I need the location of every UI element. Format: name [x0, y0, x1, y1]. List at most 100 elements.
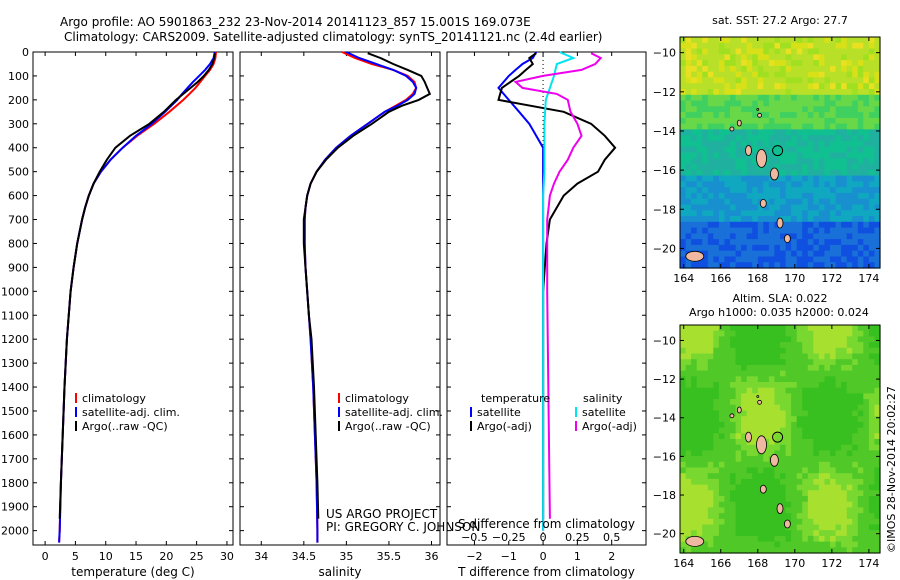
sla_map-cell [685, 393, 692, 400]
sla_map-cell [724, 473, 731, 480]
sla_map-cell [857, 410, 864, 417]
sst_map-cell [724, 94, 731, 102]
sla_map-cell [746, 393, 753, 400]
sst_map-cell [868, 221, 876, 229]
island-shape [756, 435, 767, 455]
sla_map-cell [863, 427, 870, 434]
sst_map-cell [691, 112, 698, 119]
sst_map-cell [857, 89, 864, 96]
sst_map-cell [824, 60, 831, 67]
sst_map-cell [785, 89, 792, 96]
sla_map-cell [852, 473, 859, 480]
sla_map-cell [763, 399, 770, 406]
sla_map-cell [730, 325, 737, 332]
sst_map-cell [696, 65, 703, 73]
sla_map-cell [818, 439, 826, 446]
sla_map-cell [824, 399, 831, 406]
sst_map-cell [702, 210, 709, 217]
sla_map-cell [874, 421, 881, 429]
sst_map-cell [724, 244, 731, 252]
sst_map-cell [830, 262, 837, 269]
sst_map-cell [780, 175, 787, 182]
sla_map-cell [785, 382, 792, 389]
difference-xtick-label: −2 [466, 550, 482, 563]
sst_map-cell [852, 256, 859, 263]
sst_map-cell [835, 117, 842, 125]
sst_map-cell [874, 210, 881, 217]
sla_map-cell [863, 370, 870, 377]
sla_map-cell [735, 342, 742, 349]
sst_map-cell [746, 89, 753, 96]
series-line-temperature-satellite [497, 51, 545, 531]
sst_map-cell [830, 112, 837, 119]
sst_map-cell [791, 227, 798, 234]
sst_map-cell [835, 146, 842, 154]
sst_map-cell [718, 175, 726, 182]
sst_map-cell [863, 48, 870, 55]
sla_map-cell [852, 513, 859, 520]
sla_map-cell [713, 416, 720, 423]
sst_map-cell [868, 135, 876, 142]
sla_map-cell [741, 501, 748, 508]
sst_map-cell [774, 123, 781, 130]
sst_map-cell [696, 216, 703, 223]
sla_map-cell [785, 336, 792, 343]
sst_map-cell [830, 42, 837, 50]
sst_map-cell [796, 83, 803, 90]
sla_map-cell [807, 467, 814, 474]
sst_map-cell [718, 250, 726, 258]
sla_map-cell [741, 473, 748, 480]
sla_map-cell [713, 478, 720, 486]
sla_map-cell [685, 433, 692, 440]
sla_map-cell [685, 382, 692, 389]
sla_map-cell [846, 382, 853, 389]
sla_map-cell [707, 518, 714, 526]
sst_map-cell [791, 37, 798, 44]
sla_map-cell [702, 404, 709, 412]
sla_map-cell [752, 524, 759, 531]
sst_map-cell [868, 100, 876, 107]
sst_map-cell [707, 204, 714, 211]
sla_map-cell [802, 399, 809, 406]
sst_map-cell [807, 117, 814, 125]
sla_map-cell [691, 376, 698, 383]
sla_map-cell [730, 399, 737, 406]
sla_map-cell [757, 547, 764, 554]
sst_map-cell [741, 158, 748, 165]
sla_map-cell [774, 382, 781, 389]
sst_map-cell [791, 48, 798, 55]
sst_map-cell [713, 100, 720, 107]
sla_map-cell [802, 370, 809, 377]
sla_map-cell [841, 513, 848, 520]
temperature-xtick-label: 20 [159, 550, 173, 563]
sla_map-cell [696, 490, 703, 497]
sst_map-cell [841, 112, 848, 119]
sla_map-cell [724, 421, 731, 429]
sst_map-cell [724, 71, 731, 79]
sst_map-cell [835, 71, 842, 79]
sst_map-cell [735, 216, 742, 223]
sla_map-cell [741, 359, 748, 366]
sla_map-cell [768, 450, 776, 457]
sst_map-cell [835, 89, 842, 96]
sst_map-cell [846, 71, 853, 79]
sst_map-cell [741, 129, 748, 136]
sla_map-cell [735, 387, 742, 394]
sla_map-cell [835, 450, 842, 457]
sla_map-cell [846, 353, 853, 360]
sla_map-cell [696, 507, 703, 514]
sla_map-cell [680, 382, 687, 389]
sst_map-cell [824, 175, 831, 182]
sst_map-cell [830, 100, 837, 107]
sst_map-cell [852, 204, 859, 211]
sla_map-cell [818, 461, 826, 469]
sla_map-cell [718, 410, 726, 417]
sst_map-cell [680, 239, 687, 246]
sla_map-cell [730, 404, 737, 412]
sla_map-cell [846, 404, 853, 412]
sla_map-cell [713, 359, 720, 366]
sst_map-cell [824, 221, 831, 229]
sla_map-cell [718, 501, 726, 508]
sla_map-cell [824, 336, 831, 343]
